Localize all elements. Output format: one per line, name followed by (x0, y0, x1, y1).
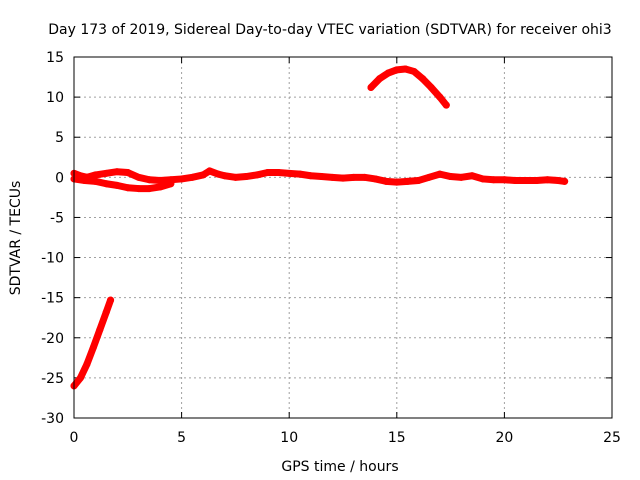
data-point (167, 180, 175, 188)
data-point (376, 75, 384, 83)
data-point (317, 173, 325, 181)
data-point (554, 177, 562, 185)
data-point (414, 177, 422, 185)
data-point (468, 172, 476, 180)
data-point (425, 173, 433, 181)
grid-layer (74, 57, 612, 418)
data-point (156, 177, 164, 185)
data-point (242, 173, 250, 181)
data-point (436, 170, 444, 178)
y-tick-label: 15 (46, 50, 64, 66)
data-point (102, 180, 110, 188)
data-point (419, 75, 427, 83)
series-line-arc-trace (367, 65, 450, 109)
y-tick-label: -25 (41, 371, 64, 387)
data-point (221, 172, 229, 180)
data-point (214, 170, 222, 178)
data-point (253, 171, 261, 179)
data-point (178, 175, 186, 183)
data-point (436, 93, 444, 101)
x-tick-label: 15 (388, 430, 406, 446)
data-point (135, 173, 143, 181)
data-point (83, 360, 91, 368)
data-point (479, 175, 487, 183)
data-point (92, 177, 100, 185)
x-tick-label: 0 (70, 430, 79, 446)
y-tick-label: 10 (46, 90, 64, 106)
y-tick-label: -5 (50, 210, 64, 226)
y-tick-label: -30 (41, 411, 64, 427)
series-line-main-trace-lower (70, 175, 175, 193)
data-point (393, 178, 401, 186)
tick-layer: 0 5 10 15 20 25 -30 -25 -20 -15 -10 -5 0 5 10 15 (41, 50, 621, 446)
data-point (92, 171, 100, 179)
data-point (113, 168, 121, 176)
data-point (533, 177, 541, 185)
data-point (427, 83, 435, 91)
data-point (145, 185, 153, 193)
data-point (447, 173, 455, 181)
data-layer (70, 65, 569, 390)
x-axis-label: GPS time / hours (281, 459, 398, 475)
data-point (382, 177, 390, 185)
y-axis-label: SDTVAR / TECUs (8, 181, 24, 296)
x-tick-label: 20 (495, 430, 513, 446)
data-point (328, 173, 336, 181)
data-point (457, 173, 465, 181)
data-point (102, 169, 110, 177)
data-point (199, 171, 207, 179)
data-point (371, 175, 379, 183)
y-tick-label: 5 (55, 130, 64, 146)
data-point (511, 177, 519, 185)
data-point (113, 181, 121, 189)
data-point (367, 83, 375, 91)
data-point (296, 170, 304, 178)
data-point (442, 101, 450, 109)
data-point (274, 169, 282, 177)
data-point (384, 69, 392, 77)
data-point (401, 65, 409, 73)
data-point (89, 343, 97, 351)
plot-frame (73, 56, 613, 419)
data-point (102, 308, 110, 316)
data-point (339, 174, 347, 182)
chart-title: Day 173 of 2019, Sidereal Day-to-day VTE… (48, 22, 611, 38)
data-point (561, 177, 569, 185)
data-point (135, 185, 143, 193)
data-point (361, 173, 369, 181)
data-point (307, 172, 315, 180)
data-point (107, 296, 115, 304)
data-point (81, 177, 89, 185)
data-point (124, 184, 132, 192)
data-point (145, 176, 153, 184)
data-point (522, 177, 530, 185)
data-point (410, 67, 418, 75)
y-tick-label: 0 (55, 170, 64, 186)
data-point (124, 169, 132, 177)
x-tick-label: 5 (177, 430, 186, 446)
data-point (285, 169, 293, 177)
data-point (350, 173, 358, 181)
data-point (76, 374, 84, 382)
data-point (96, 326, 104, 334)
data-point (543, 176, 551, 184)
x-tick-label: 10 (280, 430, 298, 446)
data-point (156, 183, 164, 191)
y-tick-label: -20 (41, 331, 64, 347)
data-point (500, 176, 508, 184)
x-tick-label: 25 (603, 430, 621, 446)
data-point (206, 167, 214, 175)
data-point (393, 66, 401, 74)
data-point (264, 169, 272, 177)
data-point (231, 173, 239, 181)
data-point (404, 177, 412, 185)
data-point (188, 173, 196, 181)
y-tick-label: -10 (41, 251, 64, 267)
y-tick-label: -15 (41, 291, 64, 307)
data-point (490, 176, 498, 184)
